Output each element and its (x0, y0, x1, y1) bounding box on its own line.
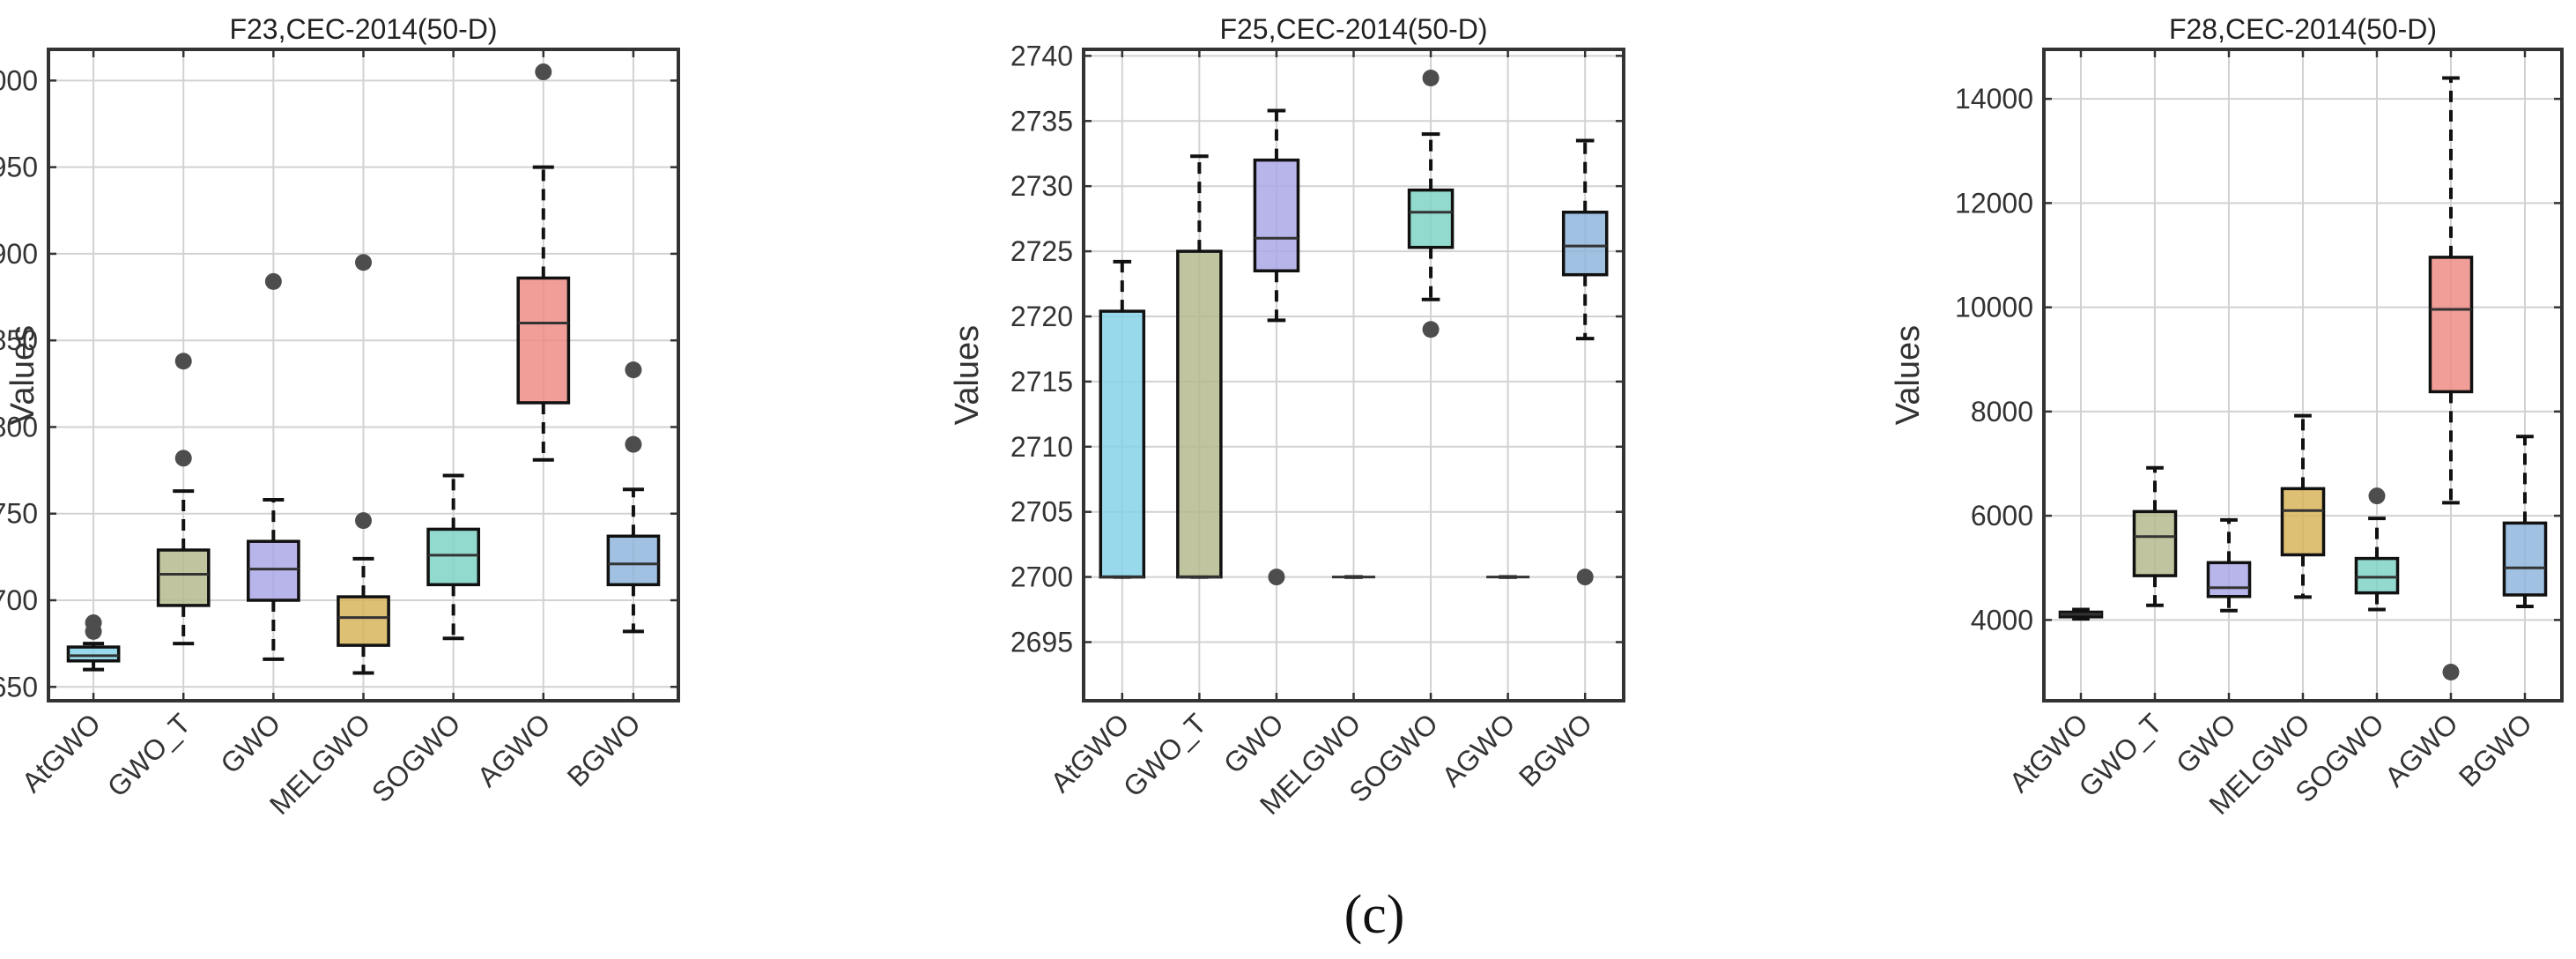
box (2428, 256, 2474, 394)
axes-frame (2042, 48, 2564, 703)
axes-frame (1082, 48, 1625, 703)
outlier-point (2442, 663, 2460, 680)
y-tick-label: 2735 (1010, 105, 1073, 137)
y-tick-label: 2725 (1010, 235, 1073, 267)
outlier-point (85, 614, 102, 632)
y-tick-label: 2900 (0, 238, 38, 270)
y-tick-label: 12000 (1955, 187, 2033, 219)
box (1407, 188, 1455, 249)
y-tick-label: 14000 (1955, 83, 2033, 115)
box (247, 539, 300, 602)
x-tick-label: AGWO (2379, 707, 2464, 792)
x-tick-label: BGWO (561, 707, 647, 792)
chart-title: F28,CEC-2014(50-D) (2169, 13, 2437, 45)
outlier-point (625, 361, 642, 379)
panel-f23: F23,CEC-2014(50-D) 2650 2700 2750 2800 2850 29… (0, 13, 680, 821)
chart-title: F25,CEC-2014(50-D) (1219, 13, 1487, 45)
y-tick-label: 2950 (0, 152, 38, 183)
y-tick-label: 2715 (1010, 366, 1073, 398)
y-tick-label: 2850 (0, 324, 38, 356)
outlier-point (1422, 70, 1440, 87)
outlier-point (535, 63, 552, 81)
box (1099, 309, 1146, 579)
box (1561, 211, 1609, 277)
y-axis-label: Values (1890, 325, 1927, 425)
y-tick-label: 2750 (0, 498, 38, 530)
outlier-point (174, 450, 192, 467)
panel-f28: F28,CEC-2014(50-D) 4000 6000 8000 10000 12000… (1890, 13, 2564, 821)
box (2502, 521, 2548, 597)
outlier-point (1422, 321, 1440, 338)
box (1253, 158, 1300, 273)
y-tick-label: 6000 (1971, 500, 2033, 532)
y-tick-label: 3000 (0, 64, 38, 96)
y-tick-label: 2695 (1010, 626, 1073, 658)
panel-f25: F25,CEC-2014(50-D) 2695 2700 2705 2710 2715 27… (949, 13, 1625, 821)
x-tick-label: GWO_T (1117, 707, 1212, 802)
outlier-point (1268, 569, 1285, 586)
x-tick-label: AGWO (471, 707, 557, 792)
x-tick-label: BGWO (2453, 707, 2538, 792)
y-tick-label: 8000 (1971, 396, 2033, 427)
x-tick-label: BGWO (1513, 707, 1598, 792)
y-tick-label: 2740 (1010, 40, 1073, 71)
box (606, 534, 661, 587)
y-tick-label: 4000 (1971, 604, 2033, 636)
y-tick-label: 2700 (0, 584, 38, 616)
x-tick-label: AtGWO (16, 707, 107, 798)
x-tick-label: GWO_T (2073, 707, 2168, 802)
y-tick-label: 2730 (1010, 170, 1073, 202)
chart-title: F23,CEC-2014(50-D) (229, 13, 497, 45)
box (156, 548, 211, 607)
y-tick-label: 2720 (1010, 301, 1073, 332)
box (337, 595, 390, 647)
figure-caption: (c) (1344, 885, 1405, 945)
y-tick-label: 2800 (0, 411, 38, 442)
box (516, 276, 571, 405)
y-tick-label: 10000 (1955, 292, 2033, 323)
x-tick-label: GWO (214, 707, 286, 779)
box (1176, 249, 1223, 579)
outlier-point (2368, 487, 2386, 505)
x-tick-label: AGWO (1435, 707, 1521, 792)
box (2354, 556, 2400, 595)
y-tick-label: 2705 (1010, 496, 1073, 528)
x-tick-label: GWO (1218, 707, 1290, 779)
axes-frame (47, 48, 680, 703)
box (66, 645, 121, 663)
outlier-point (625, 435, 642, 453)
box (426, 527, 480, 587)
y-axis-label: Values (4, 325, 41, 425)
x-tick-label: GWO_T (101, 707, 196, 802)
outlier-point (264, 272, 282, 290)
outlier-point (1576, 569, 1594, 586)
outlier-point (355, 512, 372, 530)
y-axis-label: Values (949, 325, 986, 425)
box (2132, 509, 2178, 577)
outlier-point (174, 353, 192, 370)
x-tick-label: SOGWO (366, 707, 467, 808)
box (2206, 561, 2252, 598)
y-tick-label: 2650 (0, 671, 38, 703)
box (2280, 487, 2326, 557)
y-tick-label: 2700 (1010, 561, 1073, 593)
outlier-point (355, 254, 372, 271)
y-tick-label: 2710 (1010, 431, 1073, 463)
